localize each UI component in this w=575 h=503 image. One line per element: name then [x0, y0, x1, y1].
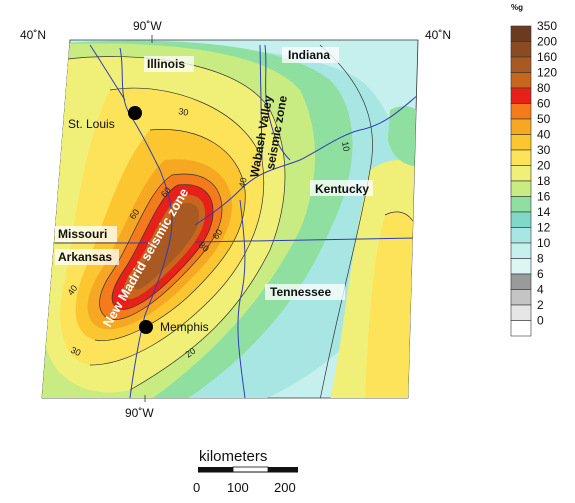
contour-label: 80 [197, 240, 211, 254]
graticule-lon-top: 90˚W [133, 19, 162, 33]
legend-swatch [510, 304, 532, 321]
state-label-missouri: Missouri [58, 227, 107, 241]
memphis-marker [139, 320, 153, 334]
legend-label: 14 [537, 205, 551, 219]
legend-label: 50 [537, 112, 551, 126]
legend-swatch [510, 72, 532, 89]
contour-band-160 [133, 202, 200, 290]
contour-line-east [384, 211, 418, 251]
legend-label: 0 [537, 314, 544, 328]
contour-label: 60 [159, 185, 173, 199]
legend-unit: %g [511, 3, 523, 12]
state-label-kentucky: Kentucky [315, 182, 369, 196]
state-label-tennessee: Tennessee [270, 285, 331, 299]
contour-label: 40 [237, 177, 249, 189]
scale-title: kilometers [199, 448, 267, 465]
legend-label: 80 [537, 81, 551, 95]
hazard-contours [42, 40, 418, 398]
contour-label: 30 [69, 345, 82, 358]
scale-tick-0: 0 [193, 480, 200, 495]
st-louis-marker [128, 106, 142, 120]
legend-swatch [510, 289, 532, 306]
scale-tick-100: 100 [227, 480, 249, 495]
state-border-ky-tn [194, 237, 418, 243]
legend-label: 40 [537, 128, 551, 142]
legend-swatch [510, 25, 532, 42]
contour-line-30 [89, 87, 265, 366]
legend-label: 30 [537, 143, 551, 157]
legend-swatch [510, 87, 532, 104]
scale-tick-200: 200 [274, 480, 296, 495]
state-label-arkansas: Arkansas [58, 250, 112, 264]
legend-swatch [510, 41, 532, 58]
contour-label: 40 [65, 283, 79, 297]
contour-band-east-30 [365, 211, 418, 398]
legend-label: 8 [537, 252, 544, 266]
legend-swatch [510, 273, 532, 290]
ohio-river [194, 94, 418, 226]
legend-swatch [510, 180, 532, 197]
graticule-lat-left: 40˚N [20, 28, 46, 42]
graticule-lat-right: 40˚N [425, 28, 451, 42]
illinois-river [89, 44, 126, 101]
wabash-river [264, 44, 291, 161]
contour-label: 60 [210, 227, 224, 241]
legend-label: 60 [537, 97, 551, 111]
legend-swatch [510, 56, 532, 73]
legend-label: 10 [537, 236, 551, 250]
legend-swatch [510, 258, 532, 275]
legend-label: 18 [537, 174, 551, 188]
contour-label: 10 [340, 141, 352, 153]
state-label-indiana: Indiana [288, 48, 330, 62]
legend-label: 20 [537, 159, 551, 173]
legend-swatch [510, 320, 532, 337]
state-border-il-in [259, 44, 263, 161]
contour-label: 30 [178, 106, 190, 118]
scale-bar [198, 466, 298, 473]
legend-swatch [510, 165, 532, 182]
legend-label: 6 [537, 267, 544, 281]
contour-label: 60 [127, 207, 141, 221]
state-label-illinois: Illinois [147, 57, 185, 71]
legend-label: 120 [537, 66, 557, 80]
legend-swatch [510, 242, 532, 259]
contour-line-60 [99, 173, 223, 320]
city-label-memphis: Memphis [160, 320, 209, 334]
tennessee-river [237, 199, 246, 398]
contour-line-10 [319, 44, 373, 398]
legend-label: 4 [537, 283, 544, 297]
legend-swatch [510, 118, 532, 135]
legend-swatch [510, 134, 532, 151]
legend-swatch [510, 227, 532, 244]
graticule-lon-bottom: 90˚W [125, 406, 154, 420]
contour-label: 20 [183, 346, 197, 360]
legend-swatch [510, 149, 532, 166]
legend-label: 350 [537, 19, 557, 33]
legend-swatch [510, 196, 532, 213]
legend-swatch [510, 211, 532, 228]
legend-label: 16 [537, 190, 551, 204]
legend-label: 200 [537, 35, 557, 49]
city-label-st-louis: St. Louis [68, 117, 115, 131]
contour-line-80 [111, 184, 214, 310]
legend-label: 12 [537, 221, 551, 235]
legend-label: 2 [537, 298, 544, 312]
legend-swatch [510, 103, 532, 120]
legend-label: 160 [537, 50, 557, 64]
